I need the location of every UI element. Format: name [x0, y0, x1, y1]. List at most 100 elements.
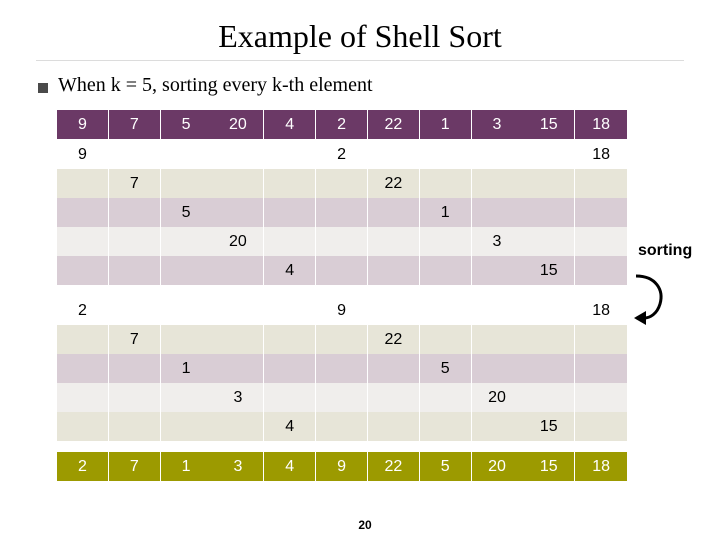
table-row: 9 2 18	[57, 140, 628, 169]
table-cell: 9	[57, 140, 109, 169]
table-cell	[367, 354, 420, 383]
table-row: 4 15	[57, 256, 628, 285]
table-cell	[264, 198, 317, 227]
table-row: 7 22	[57, 325, 628, 354]
table-cell	[212, 140, 265, 169]
table-cell	[523, 227, 576, 256]
sorting-label: sorting	[638, 242, 693, 259]
table-cell: 4	[264, 452, 317, 481]
table-cell	[108, 198, 161, 227]
table-cell	[212, 169, 265, 198]
table-cell: 9	[316, 452, 369, 481]
table-cell: 15	[523, 110, 576, 139]
table-cell	[575, 412, 628, 441]
table-cell: 2	[316, 140, 369, 169]
table-cell: 5	[419, 452, 472, 481]
table-cell: 5	[160, 110, 213, 139]
table-cell	[264, 383, 317, 412]
table-cell	[264, 296, 317, 325]
table-cell	[264, 354, 317, 383]
table-cell: 22	[367, 325, 420, 354]
table-cell	[212, 296, 265, 325]
table-cell	[419, 296, 472, 325]
table-cell	[160, 412, 213, 441]
table-cell	[57, 169, 109, 198]
table-cell: 2	[316, 110, 369, 139]
table-cell	[367, 383, 420, 412]
table-cell	[471, 325, 524, 354]
table-cell	[316, 256, 369, 285]
table-cell: 20	[471, 383, 524, 412]
table-cell	[316, 354, 369, 383]
table-cell	[419, 140, 472, 169]
table-cell: 15	[523, 412, 576, 441]
table-cell	[419, 227, 472, 256]
table-cell: 18	[575, 296, 628, 325]
table-cell: 4	[264, 412, 317, 441]
table-cell: 5	[419, 354, 472, 383]
curved-arrow-icon	[634, 274, 663, 325]
table-cell	[367, 140, 420, 169]
table-cell	[160, 227, 213, 256]
table-cell	[575, 227, 628, 256]
table-cell	[108, 227, 161, 256]
bullet-text: When k = 5, sorting every k-th element	[58, 74, 373, 96]
table-cell	[160, 325, 213, 354]
table-cell: 20	[212, 227, 265, 256]
table-cell	[212, 198, 265, 227]
table-cell	[523, 140, 576, 169]
table-cell: 1	[160, 452, 213, 481]
table-cell	[523, 325, 576, 354]
table-cell: 3	[212, 452, 265, 481]
table-cell	[316, 198, 369, 227]
table-cell	[212, 412, 265, 441]
table-cell	[316, 412, 369, 441]
table-cell	[160, 256, 213, 285]
table-cell	[57, 354, 109, 383]
table-cell	[264, 227, 317, 256]
table-cell	[212, 325, 265, 354]
table-cell	[108, 354, 161, 383]
table-cell	[57, 383, 109, 412]
table-cell	[57, 325, 109, 354]
table-cell	[367, 296, 420, 325]
table-row: 7 22	[57, 169, 628, 198]
table-row: 20 3	[57, 227, 628, 256]
table-cell: 1	[419, 110, 472, 139]
table-cell: 2	[57, 452, 109, 481]
table-cell	[57, 256, 109, 285]
table-cell	[212, 256, 265, 285]
table-cell	[523, 383, 576, 412]
table-cell	[264, 140, 317, 169]
table-cell	[523, 198, 576, 227]
table-cell: 7	[108, 110, 161, 139]
table-cell	[419, 383, 472, 412]
table-cell	[471, 140, 524, 169]
table-row: 2 7 1 3 4 9 22 5 20 15 18	[57, 452, 628, 481]
table-cell	[471, 412, 524, 441]
table-cell: 4	[264, 256, 317, 285]
table-cell: 18	[575, 110, 628, 139]
table-cell	[57, 198, 109, 227]
table-cell: 15	[523, 452, 576, 481]
table-cell	[523, 169, 576, 198]
table-cell	[160, 140, 213, 169]
table-cell	[471, 198, 524, 227]
title-divider	[36, 60, 684, 61]
table-cell: 4	[264, 110, 317, 139]
table-cell: 2	[57, 296, 109, 325]
table-cell: 7	[108, 169, 161, 198]
table-cell	[367, 412, 420, 441]
table-cell	[316, 383, 369, 412]
table-cell	[419, 169, 472, 198]
table-cell	[367, 227, 420, 256]
table-cell: 15	[523, 256, 576, 285]
table-cell: 22	[367, 169, 420, 198]
table-cell	[575, 383, 628, 412]
table-cell	[108, 256, 161, 285]
table-cell: 20	[471, 452, 524, 481]
table-cell: 22	[367, 452, 420, 481]
table-cell	[160, 383, 213, 412]
